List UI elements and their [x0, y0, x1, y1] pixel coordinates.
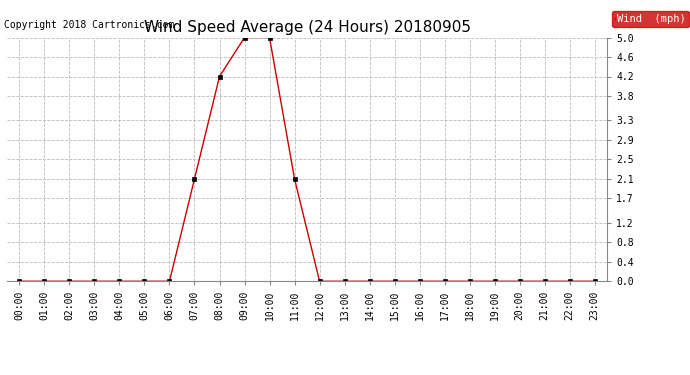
Title: Wind Speed Average (24 Hours) 20180905: Wind Speed Average (24 Hours) 20180905 — [144, 20, 471, 35]
Legend: Wind  (mph): Wind (mph) — [612, 11, 689, 27]
Text: Copyright 2018 Cartronics.com: Copyright 2018 Cartronics.com — [4, 20, 175, 30]
